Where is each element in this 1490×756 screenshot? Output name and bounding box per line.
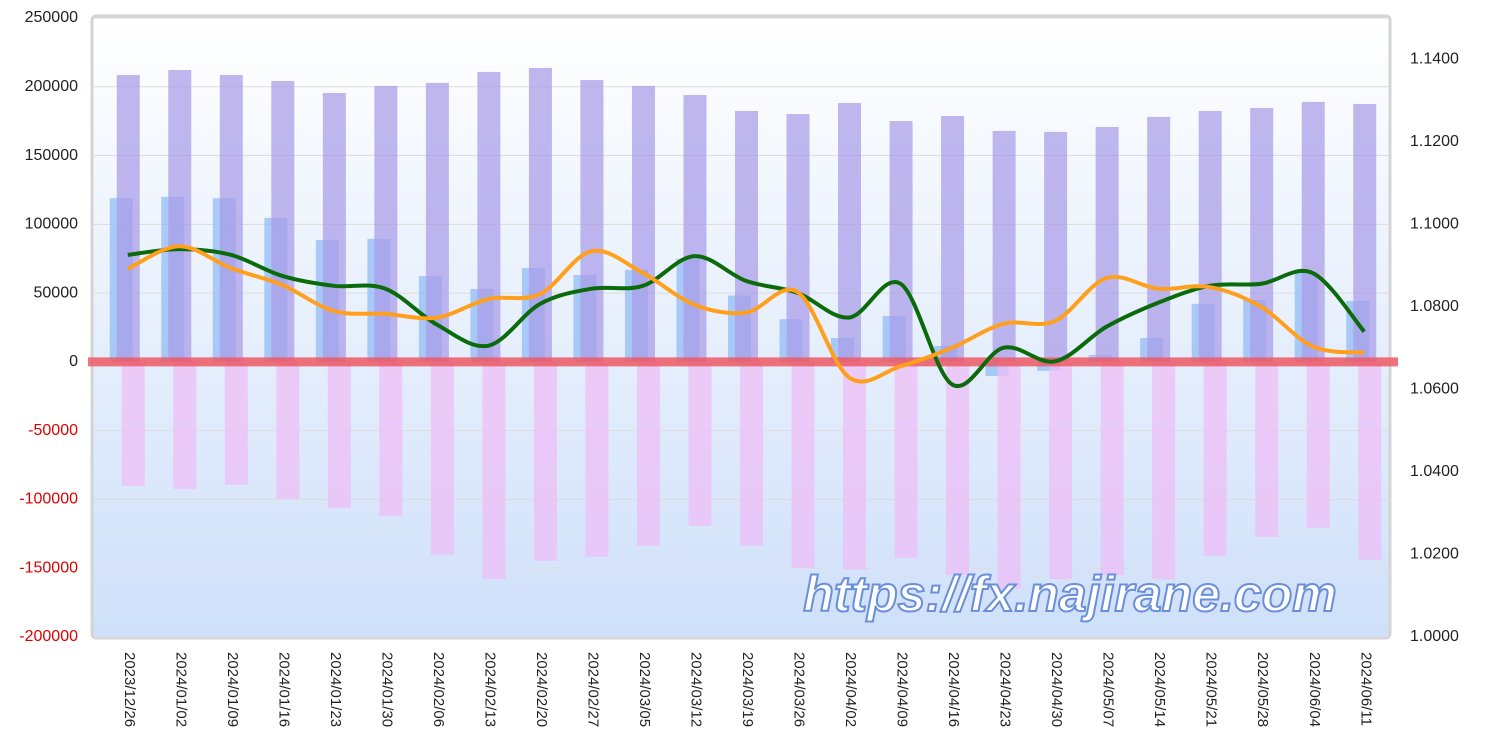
bar (585, 361, 609, 557)
y2-tick-label: 1.0400 (1410, 463, 1459, 480)
x-tick-label: 2024/02/20 (533, 652, 550, 727)
x-tick-label: 2024/04/02 (842, 652, 859, 727)
bar (580, 80, 604, 362)
y-tick-label: 50000 (34, 284, 79, 301)
bar (631, 85, 655, 362)
y2-tick-label: 1.0800 (1410, 298, 1459, 315)
bar (997, 361, 1021, 589)
x-tick-label: 2024/06/11 (1357, 652, 1374, 726)
x-tick-label: 2024/06/04 (1306, 652, 1323, 727)
bar (1250, 107, 1274, 362)
y-tick-label: 250000 (25, 9, 78, 26)
bar (173, 361, 197, 489)
bar (843, 361, 867, 570)
bar (322, 92, 346, 362)
x-tick-label: 2024/03/12 (688, 652, 705, 727)
x-tick-label: 2024/01/02 (172, 652, 189, 727)
bar (683, 95, 707, 362)
x-tick-label: 2024/02/27 (584, 652, 601, 727)
bar (1100, 361, 1124, 576)
bar (889, 121, 913, 362)
bar (276, 361, 300, 499)
y-tick-label: -50000 (28, 422, 78, 439)
bar (992, 130, 1016, 362)
bar (121, 361, 145, 486)
y-tick-label: -150000 (19, 559, 78, 576)
x-tick-label: 2024/03/05 (636, 652, 653, 727)
y2-tick-label: 1.1000 (1410, 216, 1459, 233)
bar (528, 67, 552, 362)
bar (735, 110, 758, 362)
bar (1301, 101, 1325, 362)
x-tick-label: 2024/05/28 (1254, 652, 1271, 727)
x-tick-label: 2024/05/21 (1203, 652, 1220, 727)
bar (1203, 361, 1227, 556)
bar (374, 85, 398, 362)
bar (1358, 361, 1382, 560)
x-tick-label: 2023/12/26 (121, 652, 138, 727)
x-tick-label: 2024/04/23 (997, 652, 1014, 727)
x-tick-label: 2024/01/09 (224, 652, 241, 727)
bar (838, 103, 862, 362)
x-tick-label: 2024/04/30 (1048, 652, 1065, 727)
bar (1198, 110, 1222, 362)
y2-tick-label: 1.1400 (1410, 50, 1459, 67)
bar (1152, 361, 1176, 580)
bar (1255, 361, 1279, 537)
bar (1044, 131, 1068, 362)
bar (1306, 361, 1330, 528)
bar (636, 361, 660, 546)
y-tick-label: 150000 (25, 147, 78, 164)
bar (946, 361, 970, 576)
bar (327, 361, 351, 508)
watermark: https://fx.najirane.com (803, 566, 1336, 622)
bar (533, 361, 557, 561)
bar (224, 361, 248, 485)
bar (894, 361, 918, 558)
bar (941, 115, 965, 362)
x-tick-label: 2024/03/19 (739, 652, 756, 727)
bar (1147, 116, 1171, 362)
bar (688, 361, 712, 526)
bar (1049, 361, 1073, 580)
bar (786, 114, 810, 362)
bar (740, 361, 763, 546)
bar (1353, 103, 1377, 362)
bar (219, 74, 243, 362)
x-tick-label: 2024/02/06 (430, 652, 447, 727)
y2-tick-label: 1.1200 (1410, 133, 1459, 150)
bar (425, 82, 449, 362)
bar (168, 69, 192, 362)
y2-tick-label: 1.0600 (1410, 381, 1459, 398)
bar (430, 361, 454, 555)
y-tick-label: -200000 (19, 628, 78, 645)
line (126, 244, 1365, 384)
x-tick-label: 2024/05/14 (1151, 652, 1168, 727)
x-tick-label: 2024/01/16 (275, 652, 292, 727)
line (127, 247, 1366, 389)
x-tick-label: 2024/04/09 (894, 652, 911, 727)
x-tick-label: 2024/01/23 (327, 652, 344, 727)
y2-tick-label: 1.0000 (1410, 628, 1459, 645)
y-tick-label: 100000 (25, 216, 78, 233)
x-tick-label: 2024/02/13 (481, 652, 498, 727)
bar (116, 74, 140, 362)
x-tick-label: 2024/05/07 (1100, 652, 1117, 727)
bar (1095, 126, 1119, 362)
y-tick-label: 0 (69, 353, 78, 370)
y2-tick-label: 1.0200 (1410, 546, 1459, 563)
x-tick-label: 2024/03/26 (791, 652, 808, 727)
y-tick-label: -100000 (19, 491, 78, 508)
bar (482, 361, 506, 579)
x-tick-label: 2024/01/30 (378, 652, 395, 727)
bar (477, 71, 501, 362)
bar (791, 361, 815, 568)
bar (271, 81, 295, 362)
bar (379, 361, 403, 516)
x-tick-label: 2024/04/16 (945, 652, 962, 727)
y-tick-label: 200000 (25, 78, 78, 95)
